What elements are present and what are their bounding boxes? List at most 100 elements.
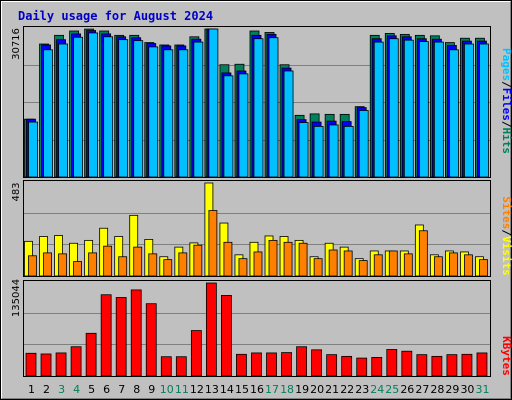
bar-kbytes (476, 352, 488, 377)
bar-sites (388, 250, 398, 277)
legend-files: Files (500, 88, 512, 121)
bar-pages (118, 39, 129, 178)
bar-pages (223, 75, 234, 178)
x-tick-day-11: 11 (175, 383, 189, 396)
bar-kbytes (190, 330, 202, 377)
legend-bottom-text: KBytes (500, 336, 512, 376)
legend-top: Pages/Files/Hits (500, 48, 512, 154)
bar-kbytes (55, 352, 67, 377)
bar-sites (253, 251, 263, 277)
bar-pages (103, 36, 114, 178)
bar-sites (73, 261, 82, 277)
bar-pages (163, 49, 174, 178)
bar-pages (418, 41, 429, 178)
bar-kbytes (401, 350, 413, 377)
bar-sites (298, 242, 308, 277)
x-tick-day-1: 1 (28, 383, 35, 396)
x-tick-day-28: 28 (430, 383, 444, 396)
bar-sites (43, 252, 52, 277)
bar-kbytes (40, 353, 52, 377)
x-tick-day-26: 26 (400, 383, 414, 396)
bar-sites (103, 245, 113, 277)
bar-sites (148, 253, 158, 277)
bar-pages (373, 41, 384, 178)
x-tick-day-14: 14 (220, 383, 234, 396)
x-tick-day-27: 27 (415, 383, 429, 396)
bar-kbytes (25, 352, 37, 377)
x-axis-day-labels: 1 2 3 4 5 6 7 8 9 10 11 12 13 14 15 16 17 18 19 20 21 22 23 24 2… (28, 383, 489, 396)
bar-pages (148, 46, 159, 178)
bar-kbytes (236, 353, 247, 377)
legend-middle: Sites/Visits (500, 196, 512, 276)
bar-sites (178, 252, 188, 277)
bar-pages (358, 110, 369, 178)
y-max-label-visits: 483 (11, 182, 22, 201)
bar-sites (328, 249, 338, 277)
bar-pages (73, 36, 83, 178)
x-tick-day-19: 19 (295, 383, 309, 396)
chart-title: Daily usage for August 2024 (18, 9, 213, 23)
bar-kbytes (326, 354, 338, 377)
x-tick-day-20: 20 (310, 383, 324, 396)
bar-pages (253, 38, 264, 178)
bar-pages (58, 43, 68, 178)
bar-pages (403, 39, 414, 178)
bar-kbytes (85, 332, 97, 377)
bar-sites (313, 258, 323, 277)
x-tick-day-21: 21 (325, 383, 339, 396)
bar-sites (373, 254, 383, 277)
bar-kbytes (431, 355, 443, 377)
legend-visits: Visits (500, 236, 512, 276)
bar-sites (118, 256, 128, 277)
bar-kbytes (341, 355, 353, 377)
bar-pages (133, 40, 144, 178)
bar-pages (208, 28, 219, 178)
bar-sites (133, 246, 143, 277)
bar-kbytes (356, 357, 368, 377)
bar-sites (193, 244, 203, 277)
x-tick-day-22: 22 (340, 383, 354, 396)
y-max-label-hits: 30716 (11, 28, 22, 60)
bars (24, 28, 489, 377)
bar-kbytes (461, 353, 473, 377)
bar-kbytes (371, 357, 383, 377)
bar-pages (28, 121, 38, 178)
bar-sites (163, 259, 173, 277)
bar-pages (464, 43, 474, 178)
x-tick-day-6: 6 (103, 383, 110, 396)
bar-pages (268, 37, 279, 178)
bar-sites (208, 210, 218, 277)
bar-sites (238, 258, 248, 277)
x-tick-day-12: 12 (190, 383, 204, 396)
legend-middle-text: Sites/Visits (500, 196, 512, 276)
x-tick-day-25: 25 (385, 383, 399, 396)
bar-kbytes (416, 354, 428, 377)
bar-sites (283, 241, 293, 277)
bar-kbytes (251, 352, 262, 377)
bar-sites (88, 252, 98, 277)
bar-pages (43, 49, 53, 178)
x-tick-day-3: 3 (58, 383, 65, 396)
x-tick-day-10: 10 (160, 383, 174, 396)
bar-kbytes (311, 349, 323, 377)
bar-pages (88, 32, 99, 178)
bar-kbytes (281, 352, 292, 377)
legend-sep-3: / (500, 229, 512, 236)
bar-sites (268, 239, 278, 277)
bar-pages (433, 41, 444, 178)
x-tick-day-23: 23 (355, 383, 369, 396)
x-tick-day-29: 29 (445, 383, 459, 396)
bar-kbytes (160, 356, 172, 377)
bar-sites (433, 256, 443, 277)
bar-kbytes (205, 282, 217, 377)
x-tick-day-18: 18 (280, 383, 294, 396)
x-tick-day-15: 15 (235, 383, 249, 396)
bar-sites (464, 254, 473, 277)
x-tick-day-30: 30 (460, 383, 474, 396)
bar-kbytes (221, 295, 232, 377)
x-tick-day-17: 17 (265, 383, 279, 396)
bar-pages (313, 126, 324, 178)
x-tick-day-8: 8 (133, 383, 140, 396)
bar-sites (58, 253, 67, 277)
